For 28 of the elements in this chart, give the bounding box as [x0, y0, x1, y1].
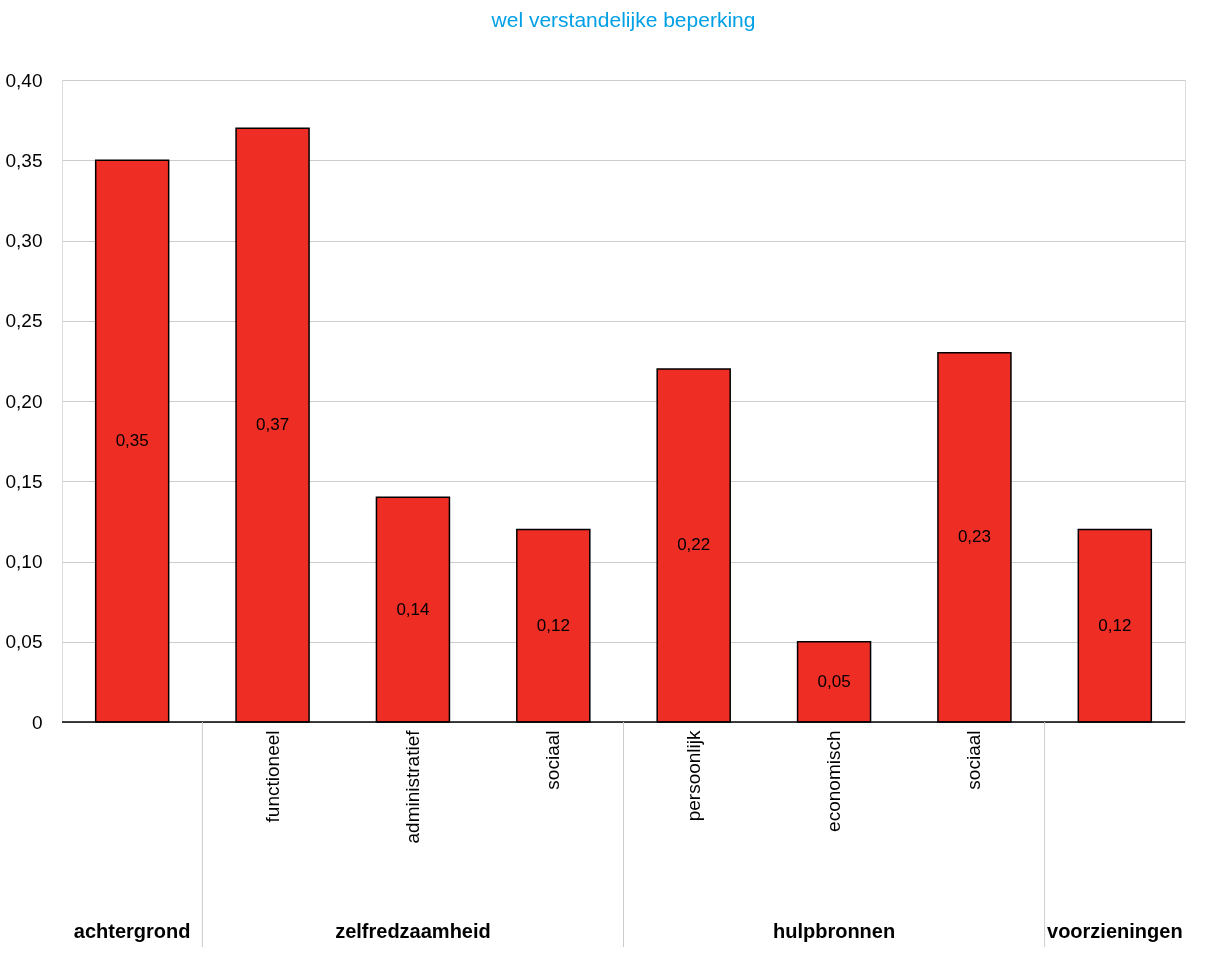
y-tick-label: 0,30: [5, 230, 43, 251]
data-label: 0,23: [957, 527, 991, 547]
x-tick-label: economisch: [823, 730, 845, 832]
data-label: 0,37: [256, 415, 290, 435]
data-label: 0,05: [817, 671, 851, 691]
text: hulpbronnen: [772, 920, 896, 942]
y-tick-label: 0,35: [5, 149, 43, 171]
y-tick-label: 0,15: [5, 470, 43, 492]
x-tick-label: administratief: [401, 729, 423, 844]
data-label: 0,35: [115, 431, 149, 451]
x-tick-label: sociaal: [542, 730, 564, 790]
text: achtergrond: [73, 920, 191, 942]
data-label: 0,12: [1098, 615, 1132, 635]
text: voorzieningen: [1047, 920, 1183, 942]
text: zelfredzaamheid: [335, 920, 491, 942]
data-label: 0,12: [536, 615, 570, 635]
y-tick-label: 0,25: [5, 310, 43, 332]
x-tick-label: persoonlijk: [682, 730, 704, 822]
chart-title: wel verstandelijke beperking: [490, 8, 756, 31]
data-label: 0,14: [396, 599, 430, 619]
data-label: 0,22: [677, 535, 711, 555]
y-tick-label: 0,10: [5, 551, 43, 572]
y-tick-label: 0: [31, 711, 43, 733]
y-tick-label: 0,20: [5, 390, 43, 412]
y-tick-label: 0,40: [5, 69, 43, 91]
x-tick-label: functioneel: [261, 730, 283, 823]
x-tick-label: sociaal: [963, 730, 985, 790]
y-tick-label: 0,05: [5, 631, 43, 653]
